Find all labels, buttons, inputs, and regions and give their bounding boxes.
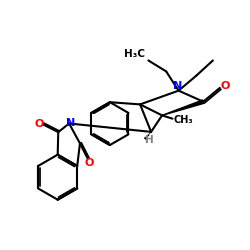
Text: H₃C: H₃C — [124, 50, 145, 59]
Text: N: N — [66, 118, 75, 128]
Text: O: O — [34, 119, 44, 129]
Text: H: H — [144, 134, 153, 144]
Polygon shape — [162, 100, 204, 116]
Text: CH₃: CH₃ — [174, 115, 193, 125]
Text: O: O — [220, 81, 230, 91]
Text: N: N — [172, 81, 182, 91]
Text: O: O — [84, 158, 94, 168]
